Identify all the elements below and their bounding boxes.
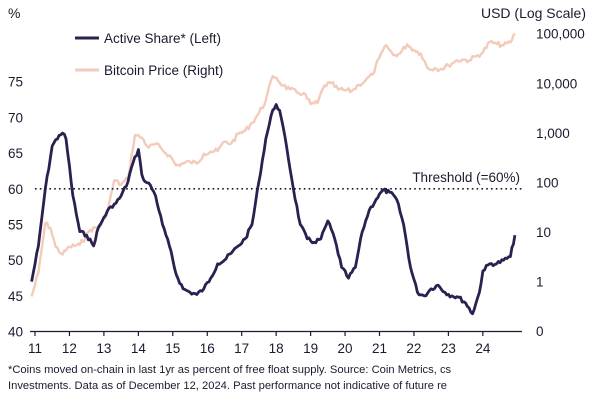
right-tick-label: 1 [536, 274, 544, 289]
x-tick-label: 20 [338, 341, 353, 356]
x-tick-label: 24 [475, 341, 491, 356]
legend-label-active-share: Active Share* (Left) [104, 31, 221, 46]
left-tick-label: 55 [8, 218, 23, 233]
right-tick-label: 10 [536, 225, 551, 240]
right-tick-label: 1,000 [536, 126, 570, 141]
left-tick-label: 75 [8, 75, 23, 90]
left-tick-label: 60 [8, 182, 23, 197]
threshold-label: Threshold (=60%) [412, 170, 520, 185]
right-tick-label: 100,000 [536, 27, 585, 42]
legend-label-bitcoin: Bitcoin Price (Right) [104, 63, 223, 78]
left-axis-label: % [8, 5, 20, 21]
left-tick-label: 50 [8, 253, 23, 268]
right-axis-label: USD (Log Scale) [481, 5, 586, 21]
active-share-series [30, 103, 517, 316]
axes-group: % 40 45 50 55 60 65 70 75 USD (Log Scale) 0 1 10 100 1… [8, 5, 586, 356]
threshold-group: Threshold (=60%) [35, 170, 522, 190]
x-tick-label: 15 [165, 341, 180, 356]
x-tick-label: 21 [372, 341, 387, 356]
left-tick-label: 40 [8, 325, 23, 340]
right-tick-label: 10,000 [536, 76, 577, 91]
left-tick-label: 65 [8, 146, 23, 161]
x-tick-label: 13 [96, 341, 111, 356]
x-tick-label: 11 [28, 341, 42, 356]
x-tick-label: 22 [406, 341, 421, 356]
footnote: *Coins moved on-chain in last 1yr as per… [8, 362, 508, 394]
x-tick-label: 14 [131, 341, 147, 356]
x-tick-label: 17 [234, 341, 249, 356]
footnote-line-2: Investments. Data as of December 12, 202… [8, 380, 448, 392]
active-share-line [30, 103, 517, 316]
right-tick-label: 0 [536, 324, 544, 339]
footnote-line-1: *Coins moved on-chain in last 1yr as per… [8, 364, 452, 376]
right-tick-label: 100 [536, 175, 559, 190]
footnote-fade [448, 362, 518, 396]
x-tick-label: 18 [269, 341, 284, 356]
legend: Active Share* (Left) Bitcoin Price (Right… [75, 31, 223, 78]
x-tick-label: 19 [303, 341, 318, 356]
x-tick-label: 16 [200, 341, 215, 356]
left-tick-label: 45 [8, 289, 23, 304]
x-tick-label: 23 [441, 341, 456, 356]
left-tick-label: 70 [8, 110, 23, 125]
x-tick-label: 12 [62, 341, 77, 356]
